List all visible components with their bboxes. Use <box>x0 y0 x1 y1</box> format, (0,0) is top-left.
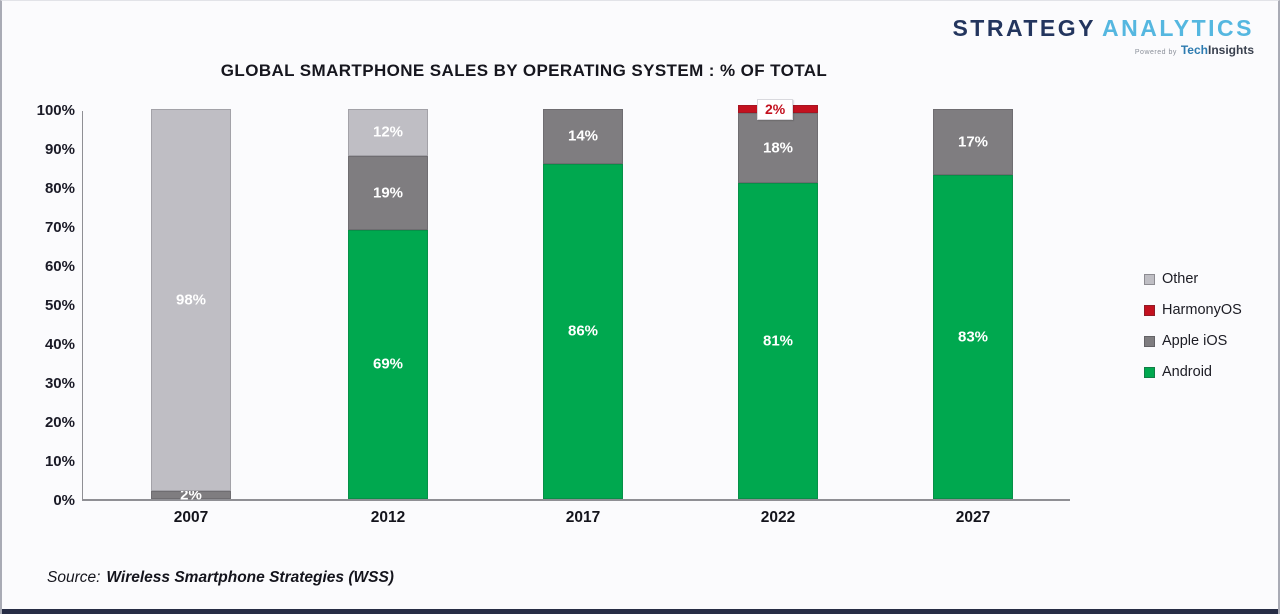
segment-label-other-2007: 98% <box>175 291 207 309</box>
bar-segment-android-2017: 86% <box>543 163 623 499</box>
legend-label-other: Other <box>1162 271 1199 287</box>
segment-label-android-2017: 86% <box>567 322 599 340</box>
bar-segment-other-2012: 12% <box>348 109 428 156</box>
y-axis-tick: 50% <box>44 297 75 314</box>
bar-segment-android-2012: 69% <box>348 229 428 499</box>
x-axis-label-2027: 2027 <box>955 509 991 526</box>
legend-item-other: Other <box>1144 267 1242 291</box>
y-axis-tick: 100% <box>36 102 75 119</box>
segment-label-apple-ios-2022: 18% <box>762 139 794 157</box>
legend-item-android: Android <box>1144 360 1242 384</box>
chart-legend: Other HarmonyOS Apple iOS Android <box>1144 267 1242 391</box>
y-axis-tick: 20% <box>44 414 75 431</box>
y-axis-tick: 0% <box>53 492 75 509</box>
strategy-analytics-logo: STRATEGY ANALYTICS Powered by TechInsights <box>952 15 1254 57</box>
legend-marker-harmonyos-icon <box>1144 304 1155 316</box>
legend-marker-apple-ios-icon <box>1144 335 1155 347</box>
x-axis-label-2022: 2022 <box>760 509 796 526</box>
y-axis-tick: 90% <box>44 141 75 158</box>
segment-label-harmonyos-2022: 2% <box>757 99 794 121</box>
legend-item-apple-ios: Apple iOS <box>1144 329 1242 353</box>
chart-title: GLOBAL SMARTPHONE SALES BY OPERATING SYS… <box>220 61 828 80</box>
brand-tagline-prefix: Powered by <box>1134 49 1177 56</box>
brand-tagline-tech: Tech <box>1180 43 1208 57</box>
segment-label-apple-ios-2012: 19% <box>372 184 404 202</box>
legend-marker-android-icon <box>1144 366 1155 378</box>
bar-segment-android-2022: 81% <box>738 183 818 499</box>
y-axis-tick: 60% <box>44 258 75 275</box>
bottom-accent-strip <box>2 609 1278 614</box>
brand-name-analytics: ANALYTICS <box>1102 15 1254 41</box>
segment-label-apple-ios-2027: 17% <box>957 133 989 151</box>
legend-marker-other-icon <box>1144 273 1155 285</box>
legend-label-apple-ios: Apple iOS <box>1162 333 1228 349</box>
bar-segment-apple-ios-2017: 14% <box>543 109 623 164</box>
y-axis-tick: 40% <box>44 336 75 353</box>
legend-item-harmonyos: HarmonyOS <box>1144 298 1242 322</box>
bar-segment-other-2007: 98% <box>151 109 231 492</box>
brand-tagline-insights: Insights <box>1207 43 1254 57</box>
x-axis-label-2007: 2007 <box>173 509 209 526</box>
segment-label-android-2027: 83% <box>957 328 989 346</box>
segment-label-android-2022: 81% <box>762 332 794 350</box>
brand-name-strategy: STRATEGY <box>952 15 1096 41</box>
y-axis-tick: 30% <box>44 375 75 392</box>
segment-label-android-2012: 69% <box>372 355 404 373</box>
segment-label-apple-ios-2017: 14% <box>567 127 599 145</box>
bar-segment-apple-ios-2027: 17% <box>933 109 1013 176</box>
y-axis-tick: 10% <box>44 453 75 470</box>
legend-label-harmonyos: HarmonyOS <box>1162 302 1242 318</box>
bar-segment-android-2027: 83% <box>933 175 1013 499</box>
chart-plot-area: 100% 90% 80% 70% 60% 50% 40% 30% 20% 10% 0% 2007 201… <box>37 99 1070 526</box>
bar-segment-apple-ios-2022: 18% <box>738 112 818 184</box>
brand-name: STRATEGY ANALYTICS <box>952 15 1254 42</box>
y-axis-tick: 70% <box>44 219 75 236</box>
segment-label-other-2012: 12% <box>372 123 404 141</box>
source-text: Wireless Smartphone Strategies (WSS) <box>106 569 394 586</box>
y-axis-tick: 80% <box>44 180 75 197</box>
bar-segment-apple-ios-2012: 19% <box>348 155 428 230</box>
source-prefix: Source: <box>47 569 101 586</box>
legend-label-android: Android <box>1162 364 1212 380</box>
source-note: Source: Wireless Smartphone Strategies (W… <box>47 569 394 587</box>
bar-segment-apple-ios-2007: 2% <box>151 487 231 504</box>
x-axis-label-2017: 2017 <box>565 509 601 526</box>
brand-tagline: Powered by TechInsights <box>952 43 1254 57</box>
x-axis-label-2012: 2012 <box>370 509 406 526</box>
